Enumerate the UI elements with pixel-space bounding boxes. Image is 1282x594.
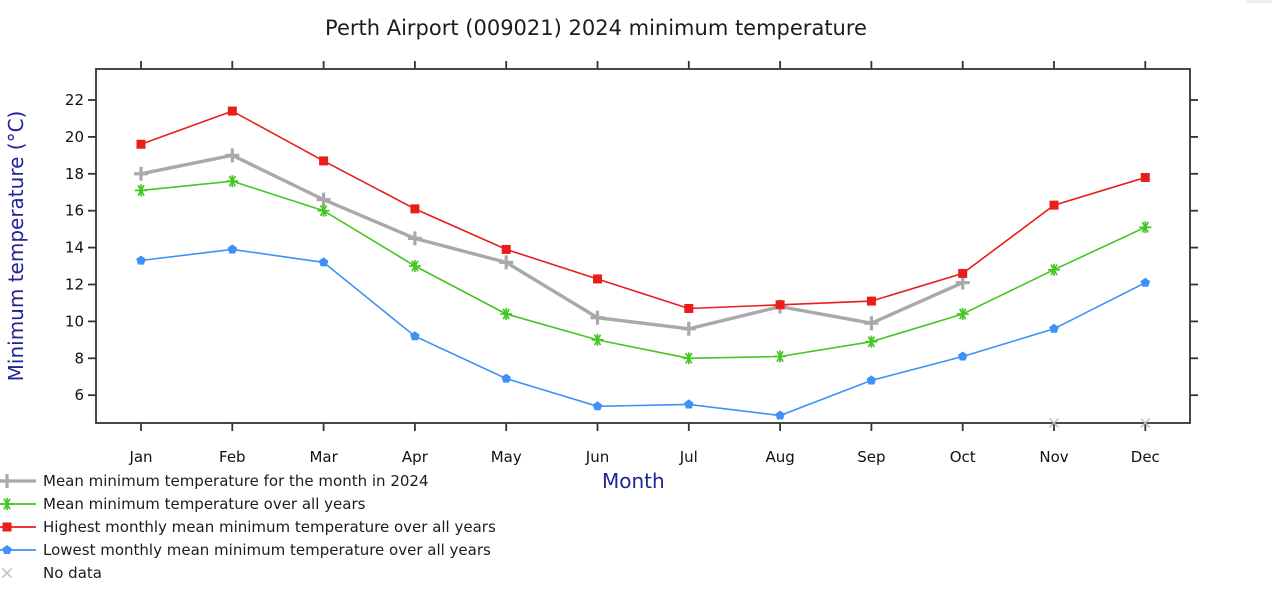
- no-data-x-icon: [2, 568, 12, 578]
- series-asterisk: [135, 175, 1152, 365]
- y-tick-label: 14: [65, 239, 84, 257]
- y-tick-label: 22: [65, 91, 84, 109]
- series-square: [136, 106, 1150, 313]
- x-tick-label: Jan: [128, 448, 152, 466]
- legend-label: Mean minimum temperature over all years: [43, 495, 366, 513]
- x-tick-label: Aug: [765, 448, 794, 466]
- legend-label: Lowest monthly mean minimum temperature …: [43, 541, 491, 559]
- plot-frame: [95, 68, 1191, 424]
- legend-label: No data: [43, 564, 102, 582]
- legend-label: Highest monthly mean minimum temperature…: [43, 518, 496, 536]
- x-tick-label: May: [491, 448, 522, 466]
- legend-item-mean-all-years: Mean minimum temperature over all years: [0, 493, 496, 515]
- x-axis-label: Month: [602, 469, 665, 493]
- legend-item-lowest-mean: Lowest monthly mean minimum temperature …: [0, 539, 496, 561]
- legend: Mean minimum temperature for the month i…: [0, 470, 496, 585]
- blue-pentagon-line-icon: [0, 545, 36, 554]
- screen-edge-artifact: [1246, 0, 1272, 3]
- x-tick-label: Dec: [1131, 448, 1160, 466]
- y-tick-label: 18: [65, 165, 84, 183]
- x-tick-label: Jun: [585, 448, 609, 466]
- chart-title: Perth Airport (009021) 2024 minimum temp…: [325, 16, 867, 40]
- y-tick-label: 12: [65, 276, 84, 294]
- y-tick-label: 20: [65, 128, 84, 146]
- y-tick-label: 16: [65, 202, 84, 220]
- y-tick-label: 10: [65, 312, 84, 330]
- x-tick-label: Mar: [309, 448, 338, 466]
- x-tick-label: Feb: [219, 448, 246, 466]
- x-tick-label: Nov: [1039, 448, 1068, 466]
- gray-plus-line-icon: [0, 474, 36, 488]
- x-tick-label: Apr: [402, 448, 429, 466]
- legend-item-2024-mean: Mean minimum temperature for the month i…: [0, 470, 496, 492]
- legend-label: Mean minimum temperature for the month i…: [43, 472, 429, 490]
- legend-item-no-data: No data: [0, 562, 496, 584]
- x-tick-label: Sep: [857, 448, 885, 466]
- red-square-line-icon: [0, 522, 36, 532]
- legend-item-highest-mean: Highest monthly mean minimum temperature…: [0, 516, 496, 538]
- y-tick-label: 8: [74, 349, 84, 367]
- x-tick-label: Oct: [950, 448, 976, 466]
- no-data-markers: [1049, 418, 1151, 428]
- series-pentagon: [136, 244, 1151, 420]
- series-plus: [134, 148, 970, 336]
- x-tick-label: Jul: [679, 448, 698, 466]
- green-asterisk-line-icon: [0, 498, 36, 510]
- axis-ticks: Jan Feb Mar Apr May Jun Jul Aug Sep Oct Nov Dec 22 20…: [65, 61, 1198, 466]
- y-tick-label: 6: [74, 386, 84, 404]
